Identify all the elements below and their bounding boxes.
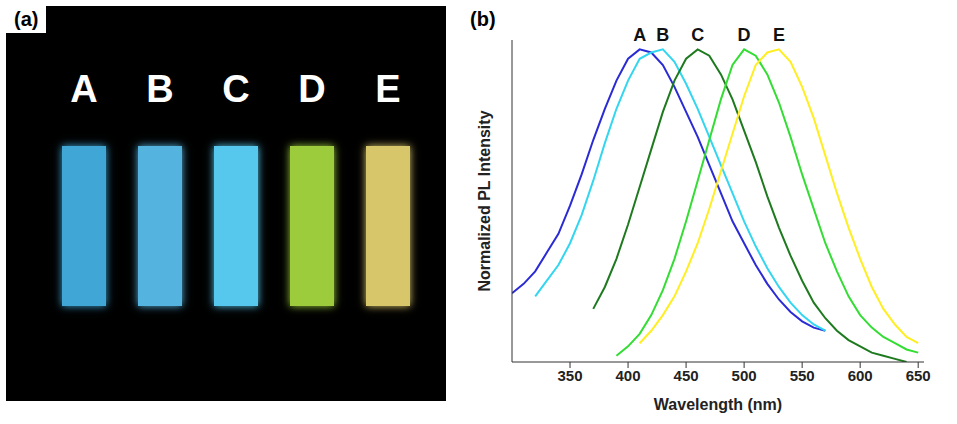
svg-text:A: A <box>633 25 646 45</box>
svg-text:500: 500 <box>732 367 757 384</box>
html-text:C: C <box>222 68 250 110</box>
svg-text:600: 600 <box>848 367 873 384</box>
html-text:(a): (a) <box>14 8 39 30</box>
svg-text:B: B <box>656 25 669 45</box>
svg-text:Wavelength (nm): Wavelength (nm) <box>654 396 782 413</box>
html-text:D: D <box>298 68 326 110</box>
svg-text:350: 350 <box>558 367 583 384</box>
svg-text:E: E <box>773 25 785 45</box>
html-text:E: E <box>375 68 401 110</box>
html-text:B: B <box>146 68 174 110</box>
svg-text:C: C <box>691 25 704 45</box>
svg-text:650: 650 <box>906 367 931 384</box>
svg-text:Normalized PL Intensity: Normalized PL Intensity <box>476 110 493 291</box>
svg-text:D: D <box>738 25 751 45</box>
svg-text:450: 450 <box>674 367 699 384</box>
html-text:(b): (b) <box>470 8 496 30</box>
svg-text:550: 550 <box>790 367 815 384</box>
svg-text:400: 400 <box>616 367 641 384</box>
html-text:A: A <box>70 68 98 110</box>
